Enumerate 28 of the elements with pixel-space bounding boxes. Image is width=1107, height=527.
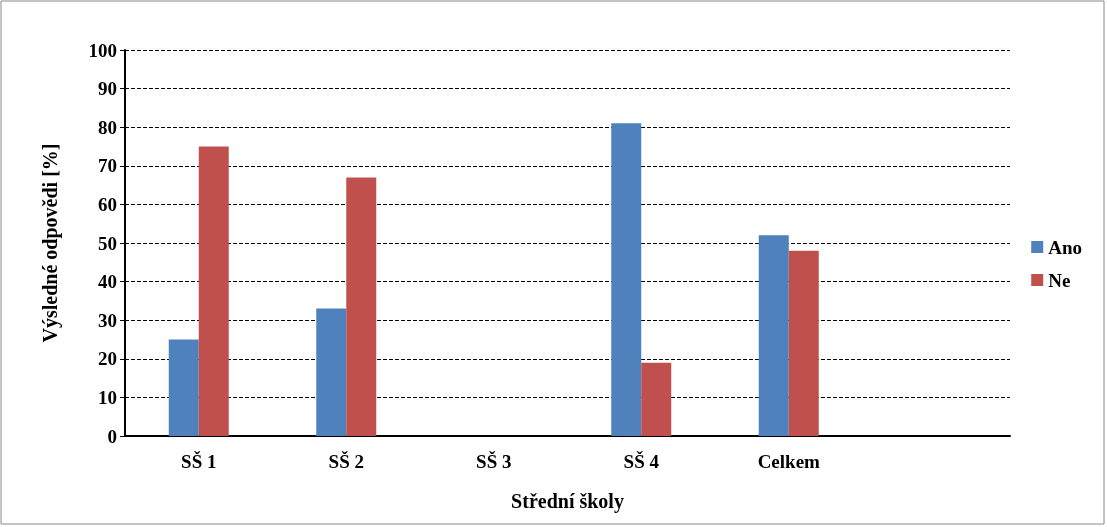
y-tick-label: 30 <box>98 309 117 331</box>
x-tick-label: SŠ 2 <box>328 451 364 472</box>
y-tick-label: 50 <box>98 232 117 254</box>
bar <box>641 362 672 436</box>
y-axis-title: Výsledné odpovědi [%] <box>39 143 62 343</box>
x-tick-label: SŠ 4 <box>623 451 660 472</box>
y-tick-label: 100 <box>88 39 117 61</box>
x-tick-label: SŠ 1 <box>181 451 217 472</box>
y-tick-label: 20 <box>98 348 117 370</box>
legend-label: Ano <box>1048 236 1083 258</box>
bar <box>788 250 819 436</box>
bar <box>611 123 642 436</box>
y-tick-label: 80 <box>98 116 117 138</box>
bar <box>346 177 377 436</box>
x-tick-label: SŠ 3 <box>476 451 512 472</box>
x-tick-label: Celkem <box>757 451 821 472</box>
legend-label: Ne <box>1048 269 1071 291</box>
bar <box>758 235 789 436</box>
y-tick-label: 40 <box>98 271 117 293</box>
x-axis-title: Střední školy <box>511 490 624 513</box>
bar <box>168 339 199 436</box>
y-tick-label: 60 <box>98 193 117 215</box>
y-tick-label: 90 <box>98 78 117 100</box>
bar <box>316 308 347 436</box>
y-tick-label: 0 <box>107 425 117 447</box>
y-tick-label: 10 <box>98 386 117 408</box>
bar <box>198 146 229 436</box>
y-tick-label: 70 <box>98 155 117 177</box>
